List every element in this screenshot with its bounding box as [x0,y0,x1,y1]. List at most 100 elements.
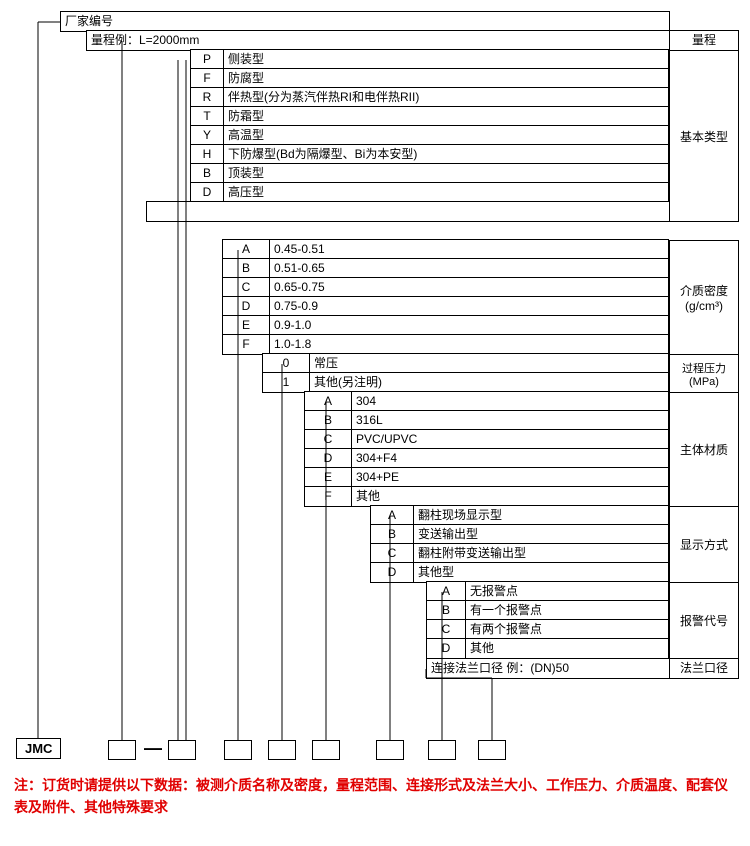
desc-cell: 有一个报警点 [465,600,669,621]
code-cell: F [304,486,352,507]
row-item: F其他 [304,487,668,507]
code-cell: E [222,315,270,336]
row-item: B316L [304,411,668,431]
row-item: B顶装型 [190,164,668,184]
code-cell: T [190,106,224,127]
row-item: B变送输出型 [370,525,668,545]
code-cell: D [370,562,414,583]
desc-cell: 0.75-0.9 [269,296,669,317]
desc-cell: PVC/UPVC [351,429,669,450]
code-cell: B [426,600,466,621]
row-item: P侧装型 [190,50,668,70]
desc-cell: 无报警点 [465,581,669,602]
desc-cell: 其他 [351,486,669,507]
code-cell: B [370,524,414,545]
row-item: E304+PE [304,468,668,488]
code-box-4 [268,740,296,760]
row-item: B有一个报警点 [426,601,668,621]
code-cell: C [426,619,466,640]
code-cell: H [190,144,224,165]
ordering-code-diagram: 厂家编号 量程例：L=2000mm 量程 P侧装型F防腐型R伴热型(分为蒸汽伴热… [8,8,742,838]
row-item: R伴热型(分为蒸汽伴热RI和电伴热RII) [190,88,668,108]
row-item: C有两个报警点 [426,620,668,640]
code-cell: C [370,543,414,564]
desc-cell: 侧装型 [223,49,669,70]
desc-cell: 顶装型 [223,163,669,184]
desc-cell: 0.45-0.51 [269,239,669,260]
code-cell: C [304,429,352,450]
dash: — [144,738,162,759]
row-item: D高压型 [190,183,668,203]
desc-cell: 0.51-0.65 [269,258,669,279]
label-pressure: 过程压力 (MPa) [669,354,739,393]
code-cell: 1 [262,372,310,393]
label-density: 介质密度 (g/cm³) [669,240,739,355]
desc-cell: 有两个报警点 [465,619,669,640]
row-item: A翻柱现场显示型 [370,506,668,526]
desc-cell: 高压型 [223,182,669,203]
code-box-2 [168,740,196,760]
cell-range-label: 量程 [669,30,739,51]
jmc-label: JMC [16,738,61,759]
code-box-3 [224,740,252,760]
row-item: CPVC/UPVC [304,430,668,450]
desc-cell: 304+F4 [351,448,669,469]
code-cell: C [222,277,270,298]
desc-cell: 防腐型 [223,68,669,89]
label-alarm: 报警代号 [669,582,739,659]
code-box-5 [312,740,340,760]
row-item: D其他 [426,639,668,659]
row-item: Y高温型 [190,126,668,146]
code-cell: F [222,334,270,355]
code-cell: D [426,638,466,659]
cell-manufacturer: 厂家编号 [60,11,670,32]
row-item: D其他型 [370,563,668,583]
row-item: F1.0-1.8 [222,335,668,355]
desc-cell: 其他 [465,638,669,659]
code-box-1 [108,740,136,760]
ordering-note: 注：订货时请提供以下数据：被测介质名称及密度，量程范围、连接形式及法兰大小、工作… [14,774,734,819]
row-item: D0.75-0.9 [222,297,668,317]
code-box-6 [376,740,404,760]
code-cell: P [190,49,224,70]
code-cell: B [190,163,224,184]
code-cell: A [370,505,414,526]
desc-cell: 防霜型 [223,106,669,127]
desc-cell: 下防爆型(Bd为隔爆型、Bi为本安型) [223,144,669,165]
row-item: H下防爆型(Bd为隔爆型、Bi为本安型) [190,145,668,165]
code-cell: D [304,448,352,469]
code-cell: 0 [262,353,310,374]
code-cell: A [222,239,270,260]
code-cell: Y [190,125,224,146]
row-item: C翻柱附带变送输出型 [370,544,668,564]
code-cell: A [304,391,352,412]
row-item: 0常压 [262,354,668,374]
code-cell: B [304,410,352,431]
code-cell: B [222,258,270,279]
code-box-7 [428,740,456,760]
desc-cell: 伴热型(分为蒸汽伴热RI和电伴热RII) [223,87,669,108]
row-item: A304 [304,392,668,412]
row-item: C0.65-0.75 [222,278,668,298]
label-basic-type: 基本类型 [669,50,739,222]
label-material: 主体材质 [669,392,739,507]
row-item: T防霜型 [190,107,668,127]
row-item: D304+F4 [304,449,668,469]
desc-cell: 304 [351,391,669,412]
desc-cell: 1.0-1.8 [269,334,669,355]
row-item: E0.9-1.0 [222,316,668,336]
desc-cell: 翻柱附带变送输出型 [413,543,669,564]
desc-cell: 常压 [309,353,669,374]
label-display: 显示方式 [669,506,739,583]
code-cell: A [426,581,466,602]
desc-cell: 304+PE [351,467,669,488]
cell-range-example: 量程例：L=2000mm [86,30,670,51]
row-item: B0.51-0.65 [222,259,668,279]
desc-cell: 变送输出型 [413,524,669,545]
row-item: A0.45-0.51 [222,240,668,260]
desc-cell: 其他型 [413,562,669,583]
desc-cell: 316L [351,410,669,431]
code-cell: F [190,68,224,89]
desc-cell: 0.65-0.75 [269,277,669,298]
desc-cell: 其他(另注明) [309,372,669,393]
